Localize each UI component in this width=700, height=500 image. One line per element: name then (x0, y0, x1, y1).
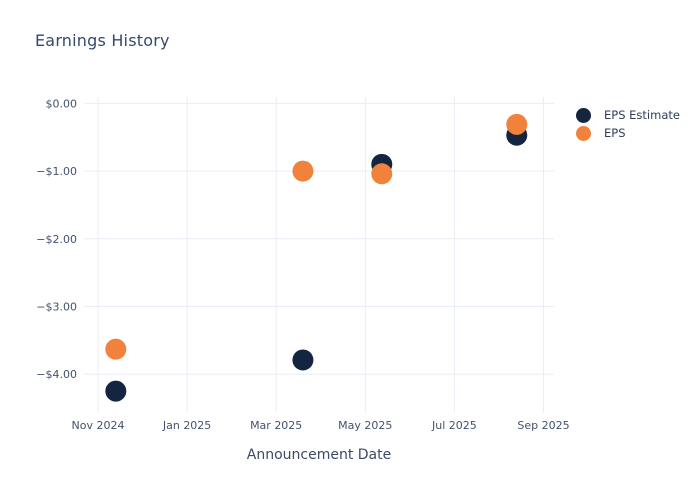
y-tick-label: −$1.00 (36, 165, 77, 178)
point-eps (371, 163, 393, 185)
legend-label: EPS (604, 126, 626, 140)
x-tick-label: Nov 2024 (72, 419, 125, 432)
legend-item-eps[interactable]: EPS (576, 124, 680, 142)
legend: EPS Estimate EPS (576, 106, 680, 142)
legend-dot-eps (576, 125, 591, 141)
x-tick-label: Sep 2025 (517, 419, 569, 432)
y-tick-label: −$3.00 (36, 301, 77, 314)
x-tick-label: Jan 2025 (162, 419, 211, 432)
chart-title: Earnings History (35, 31, 170, 50)
point-eps (506, 113, 528, 135)
point-eps (292, 160, 314, 182)
legend-item-eps-estimate[interactable]: EPS Estimate (576, 106, 680, 124)
point-eps-estimate (105, 380, 127, 402)
x-tick-label: Mar 2025 (250, 419, 302, 432)
x-tick-label: May 2025 (338, 419, 392, 432)
point-eps (105, 338, 127, 360)
point-eps-estimate (292, 349, 314, 371)
y-tick-label: $0.00 (46, 97, 78, 110)
y-tick-label: −$2.00 (36, 233, 77, 246)
legend-label: EPS Estimate (604, 108, 680, 122)
y-tick-label: −$4.00 (36, 368, 77, 381)
x-axis-title: Announcement Date (246, 447, 392, 463)
x-tick-label: Jul 2025 (431, 419, 477, 432)
legend-dot-eps-estimate (576, 107, 591, 123)
